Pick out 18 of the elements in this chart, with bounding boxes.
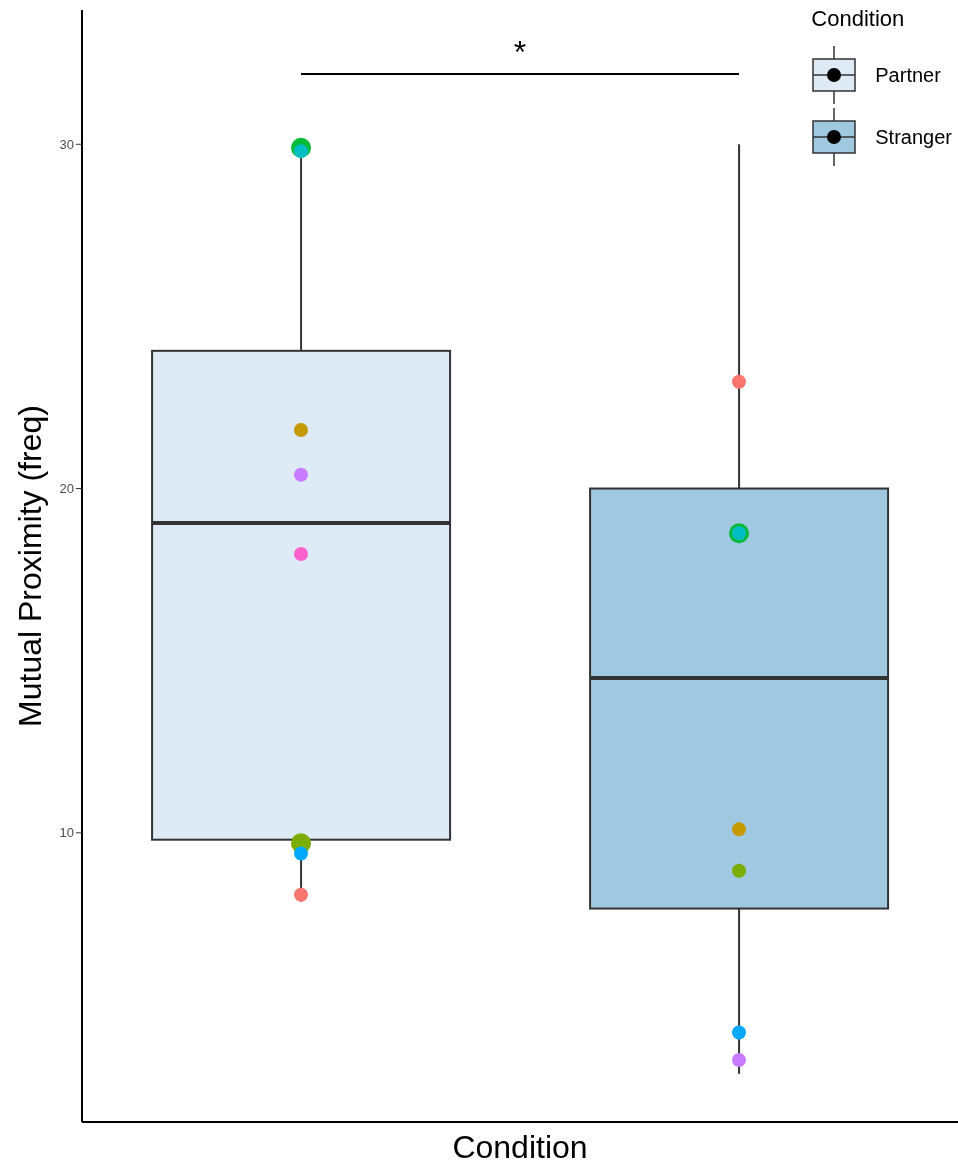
legend-label: Stranger <box>875 125 952 149</box>
annotation: * <box>512 33 528 73</box>
y-tick-label: 20 <box>59 481 74 497</box>
point <box>294 467 308 482</box>
y-axis-title: Mutual Proximity (freq) <box>11 404 49 729</box>
point <box>294 846 308 861</box>
point <box>732 374 746 389</box>
legend-title: Condition <box>811 6 906 32</box>
point <box>294 423 308 438</box>
point <box>294 887 308 902</box>
legend-label: Partner <box>875 63 941 87</box>
y-tick-label: 10 <box>59 825 74 841</box>
point <box>294 546 308 561</box>
x-axis-title: Condition <box>451 1128 589 1167</box>
point <box>732 1025 746 1040</box>
point <box>732 822 746 837</box>
y-tick-label: 30 <box>59 136 74 152</box>
point <box>732 1053 746 1068</box>
